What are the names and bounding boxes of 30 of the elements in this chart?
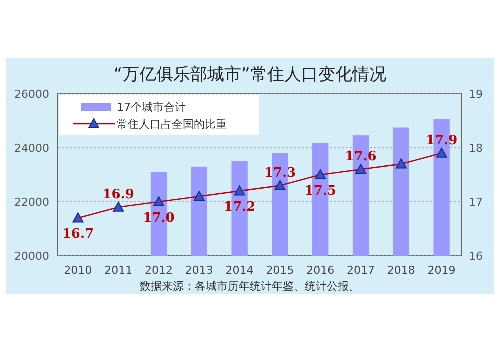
x-tick-label: 2014 xyxy=(226,264,254,277)
x-tick-label: 2012 xyxy=(145,264,173,277)
chart-title: “万亿俱乐部城市”常住人口变化情况 xyxy=(114,65,386,85)
y2-tick-label: 16 xyxy=(469,250,483,263)
x-tick-label: 2018 xyxy=(387,264,416,277)
y-tick-label: 20000 xyxy=(14,250,50,263)
y2-tick-label: 18 xyxy=(469,142,483,155)
data-label: 16.7 xyxy=(62,227,94,242)
legend-label: 常住人口占全国的比重 xyxy=(117,118,227,131)
y2-tick-label: 17 xyxy=(469,196,483,209)
legend-label: 17个城市合计 xyxy=(117,101,186,114)
data-label: 17.2 xyxy=(224,200,256,216)
y2-tick-label: 19 xyxy=(469,88,483,101)
x-tick-label: 2017 xyxy=(347,264,375,277)
y-tick-label: 26000 xyxy=(14,88,50,101)
x-tick-label: 2013 xyxy=(185,264,214,277)
source-note: 数据来源：各城市历年统计年鉴、统计公报。 xyxy=(140,280,360,293)
x-tick-label: 2010 xyxy=(64,264,92,277)
data-label: 17.6 xyxy=(345,150,377,165)
x-tick-label: 2011 xyxy=(104,264,133,277)
data-label: 17.9 xyxy=(426,133,458,148)
y-tick-label: 24000 xyxy=(14,142,50,155)
x-tick-label: 2015 xyxy=(266,264,294,277)
x-tick-label: 2016 xyxy=(306,264,335,277)
data-label: 17.5 xyxy=(304,184,336,199)
data-label: 17.0 xyxy=(143,211,175,226)
y-tick-label: 22000 xyxy=(14,196,50,209)
data-label: 17.3 xyxy=(264,166,296,181)
data-label: 16.9 xyxy=(102,187,134,202)
x-tick-label: 2019 xyxy=(428,264,456,277)
